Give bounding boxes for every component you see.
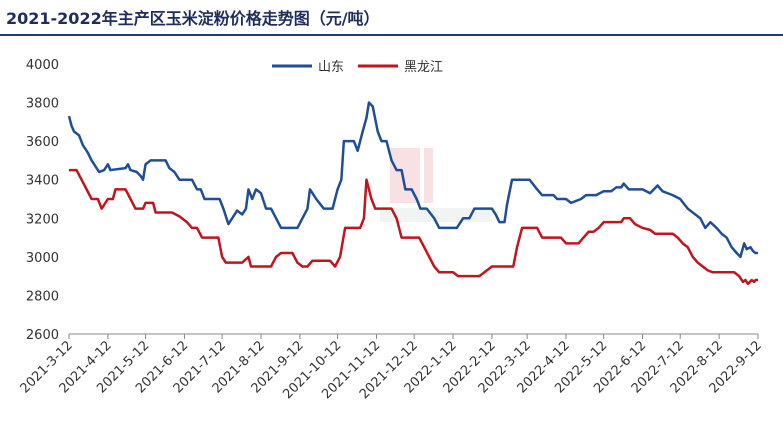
legend-label-1: 山东 (318, 60, 344, 75)
series-line-2 (69, 168, 758, 286)
chart-title: 2021-2022年主产区玉米淀粉价格走势图（元/吨） (6, 9, 380, 28)
y-tick-label: 3600 (26, 135, 59, 150)
y-tick-label: 4000 (26, 58, 59, 73)
y-tick-label: 2800 (26, 289, 59, 304)
legend-label-2: 黑龙江 (404, 60, 443, 75)
y-tick-label: 2600 (26, 328, 59, 343)
title-underline (0, 34, 783, 36)
y-tick-label: 3800 (26, 97, 59, 112)
y-tick-label: 3400 (26, 174, 59, 189)
y-axis-ticks: 2600 2800 3000 3200 3400 3600 3800 4000 (26, 58, 59, 343)
series-lines (67, 101, 758, 286)
y-tick-label: 3200 (26, 212, 59, 227)
watermark-logo (380, 148, 490, 222)
y-tick-label: 3000 (26, 251, 59, 266)
series-line-1 (67, 101, 758, 259)
x-axis-ticks: 2021-3-122021-4-122021-5-122021-6-122021… (18, 334, 765, 402)
legend: 山东 黑龙江 (272, 60, 443, 75)
